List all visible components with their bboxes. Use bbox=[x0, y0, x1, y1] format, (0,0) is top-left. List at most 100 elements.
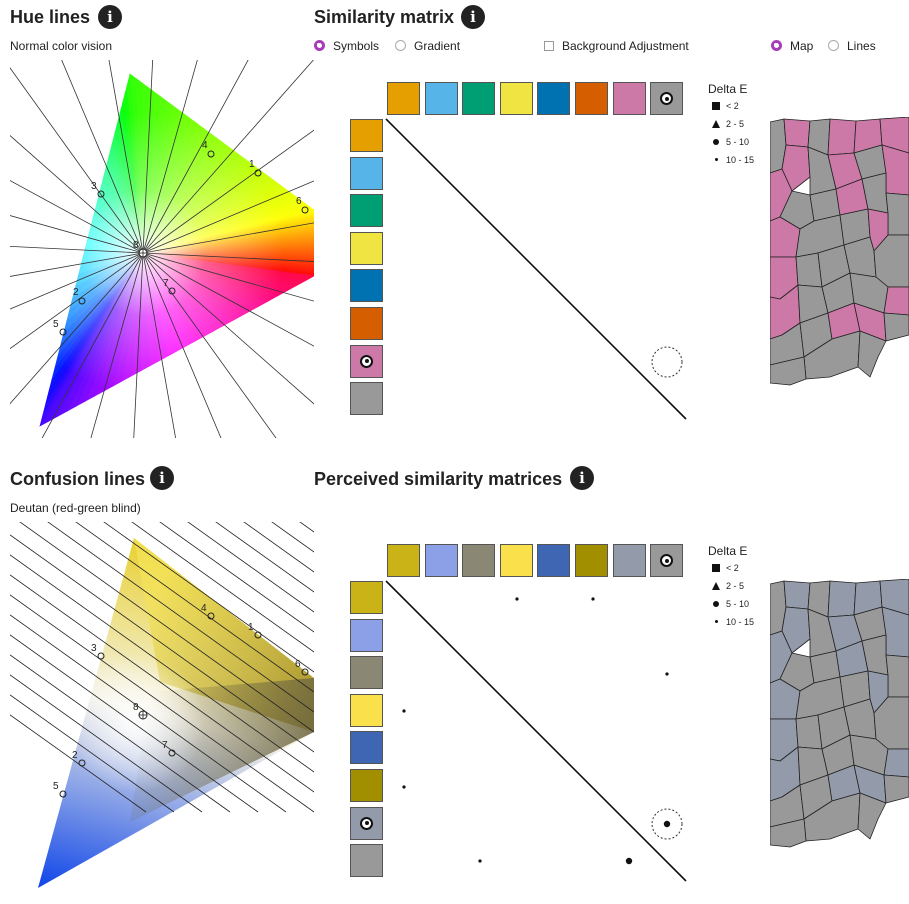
similarity-matrix-title: Similarity matrix bbox=[314, 7, 455, 27]
svg-text:2: 2 bbox=[72, 750, 78, 761]
lines-radio-label[interactable]: Lines bbox=[847, 39, 876, 53]
column-swatch[interactable] bbox=[499, 82, 533, 115]
row-swatch[interactable] bbox=[350, 194, 383, 228]
hue-lines-subtitle: Normal color vision bbox=[10, 39, 113, 53]
county-region[interactable] bbox=[795, 714, 823, 750]
info-icon[interactable]: i bbox=[461, 5, 485, 29]
county-region[interactable] bbox=[885, 654, 909, 698]
info-icon[interactable]: i bbox=[98, 5, 122, 29]
column-swatch[interactable] bbox=[650, 544, 684, 577]
county-map[interactable] bbox=[770, 117, 909, 387]
matrix-diagonal bbox=[385, 118, 687, 420]
column-swatch[interactable] bbox=[424, 82, 458, 115]
column-swatch[interactable] bbox=[499, 544, 533, 577]
row-swatch[interactable] bbox=[350, 693, 383, 727]
row-swatch[interactable] bbox=[350, 618, 383, 652]
county-region[interactable] bbox=[879, 117, 909, 154]
target-circle-icon bbox=[360, 354, 373, 368]
county-region[interactable] bbox=[857, 792, 887, 840]
confusion-points: 1 2 3 4 5 6 7 8 bbox=[53, 603, 309, 798]
square-icon bbox=[712, 564, 720, 572]
legend-item: 2 - 5 bbox=[726, 581, 745, 591]
svg-text:1: 1 bbox=[249, 159, 255, 170]
row-swatch[interactable] bbox=[350, 731, 383, 765]
svg-text:6: 6 bbox=[295, 659, 301, 670]
svg-text:3: 3 bbox=[91, 181, 97, 192]
column-swatch[interactable] bbox=[650, 82, 684, 115]
county-region[interactable] bbox=[770, 356, 807, 386]
circle-icon bbox=[713, 139, 719, 145]
county-region[interactable] bbox=[827, 580, 857, 618]
column-swatch[interactable] bbox=[462, 544, 496, 577]
symbols-radio-label[interactable]: Symbols bbox=[333, 39, 380, 53]
row-swatch[interactable] bbox=[350, 769, 383, 802]
column-swatch[interactable] bbox=[612, 544, 646, 577]
gradient-radio-label[interactable]: Gradient bbox=[414, 39, 461, 53]
county-region[interactable] bbox=[885, 192, 909, 236]
column-swatch[interactable] bbox=[424, 544, 458, 577]
row-swatch[interactable] bbox=[350, 382, 383, 416]
background-adjustment-label[interactable]: Background Adjustment bbox=[562, 39, 689, 53]
row-swatch[interactable] bbox=[350, 231, 383, 265]
hue-lines bbox=[10, 60, 314, 438]
svg-text:6: 6 bbox=[296, 196, 302, 207]
row-swatch[interactable] bbox=[350, 344, 383, 378]
perceived-county-map[interactable] bbox=[770, 579, 909, 849]
county-region[interactable] bbox=[883, 286, 909, 316]
map-radio-label[interactable]: Map bbox=[790, 39, 814, 53]
legend-item: 10 - 15 bbox=[726, 617, 755, 627]
county-region[interactable] bbox=[781, 606, 811, 654]
county-region[interactable] bbox=[883, 312, 909, 342]
column-swatch[interactable] bbox=[575, 82, 608, 115]
legend-item: 10 - 15 bbox=[726, 155, 755, 165]
column-swatch[interactable] bbox=[387, 544, 420, 577]
row-swatch[interactable] bbox=[350, 269, 383, 303]
lines-radio[interactable] bbox=[828, 40, 839, 51]
dot-icon bbox=[714, 158, 718, 161]
row-swatch[interactable] bbox=[350, 119, 383, 152]
row-swatch[interactable] bbox=[350, 844, 383, 878]
background-adjustment-checkbox[interactable] bbox=[544, 41, 554, 51]
row-swatch[interactable] bbox=[350, 806, 383, 840]
county-region[interactable] bbox=[783, 118, 811, 148]
delta-e-markers bbox=[402, 597, 671, 865]
selected-cell-ring bbox=[651, 346, 683, 378]
column-swatch[interactable] bbox=[387, 82, 420, 115]
county-region[interactable] bbox=[783, 580, 811, 610]
county-region[interactable] bbox=[883, 748, 909, 778]
confusion-lines bbox=[10, 522, 314, 813]
symbols-radio[interactable] bbox=[314, 40, 325, 51]
county-region[interactable] bbox=[827, 118, 857, 156]
column-swatch[interactable] bbox=[537, 82, 571, 115]
svg-text:5: 5 bbox=[53, 781, 59, 792]
svg-text:7: 7 bbox=[163, 278, 169, 289]
county-region[interactable] bbox=[770, 818, 807, 848]
square-icon bbox=[712, 102, 720, 110]
delta-e-legend: Delta E < 2 2 - 5 5 - 10 10 - 15 bbox=[708, 82, 778, 172]
column-swatch[interactable] bbox=[575, 544, 608, 577]
column-swatch[interactable] bbox=[612, 82, 646, 115]
legend-item: 2 - 5 bbox=[726, 119, 745, 129]
info-icon[interactable]: i bbox=[570, 466, 594, 490]
legend-item: < 2 bbox=[726, 563, 739, 573]
county-region[interactable] bbox=[781, 144, 811, 192]
info-icon[interactable]: i bbox=[150, 466, 174, 490]
row-swatch[interactable] bbox=[350, 656, 383, 690]
county-region[interactable] bbox=[795, 252, 823, 288]
column-swatch[interactable] bbox=[462, 82, 496, 115]
row-swatch[interactable] bbox=[350, 156, 383, 190]
legend-item: 5 - 10 bbox=[726, 599, 750, 609]
row-swatch[interactable] bbox=[350, 581, 383, 614]
county-region[interactable] bbox=[857, 330, 887, 378]
svg-text:7: 7 bbox=[162, 740, 168, 751]
confusion-lines-title: Confusion lines bbox=[10, 469, 145, 489]
county-region[interactable] bbox=[879, 579, 909, 616]
svg-text:8: 8 bbox=[133, 240, 139, 251]
county-region[interactable] bbox=[883, 774, 909, 804]
gradient-radio[interactable] bbox=[395, 40, 406, 51]
column-swatch[interactable] bbox=[537, 544, 571, 577]
map-radio[interactable] bbox=[771, 40, 782, 51]
legend-title: Delta E bbox=[708, 82, 748, 96]
delta-e-legend: Delta E < 2 2 - 5 5 - 10 10 - 15 bbox=[708, 544, 778, 634]
row-swatch[interactable] bbox=[350, 307, 383, 340]
